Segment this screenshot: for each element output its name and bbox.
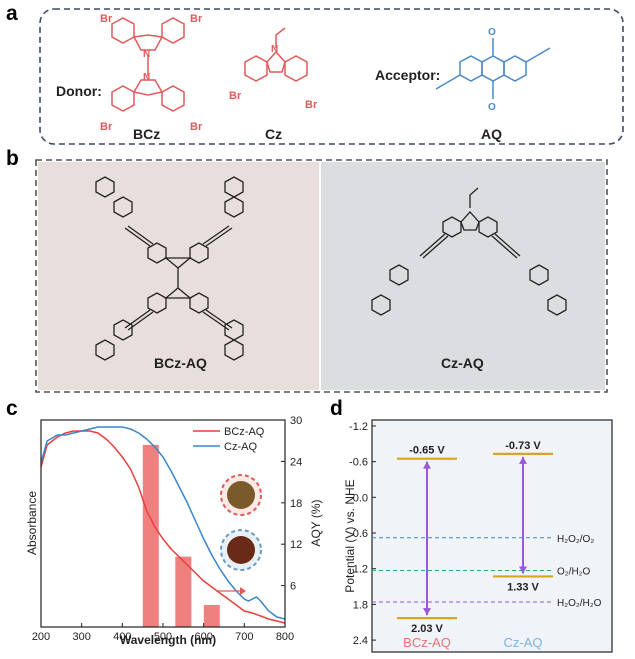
panel-c-chart: 200 300 400 500 600 700 800 6 12 18 24 30 BCz-AQ C…: [25, 415, 323, 647]
panel-c-ylabel-right: AQY (%): [309, 499, 323, 546]
bandgap-arrowhead-top-1: [519, 456, 527, 464]
x-tick-label-800: 800: [276, 631, 294, 643]
bcz-aq-absorbance-line: [40, 430, 286, 624]
cz-aq-powder-photo: [227, 536, 255, 564]
bcz-br-1: Br: [100, 13, 113, 25]
x-tick-label-600: 600: [194, 631, 212, 643]
bandgap-arrowhead-top-0: [423, 461, 431, 469]
x-axis-ticks: 200 300 400 500 600 700 800: [32, 623, 294, 643]
cz-name: Cz: [265, 126, 282, 142]
legend-cz-aq-label: Cz-AQ: [224, 441, 257, 453]
x-tick-label-700: 700: [235, 631, 253, 643]
bcz-molecule: [111, 17, 185, 112]
bcz-name: BCz: [133, 126, 160, 142]
bcz-br-3: Br: [100, 121, 113, 133]
potential-tick-label: 0.0: [353, 492, 368, 504]
aqy-indicator-arrowhead: [240, 587, 246, 595]
right-y-tick-label-30: 30: [290, 415, 302, 427]
panel-c-letter: c: [6, 397, 18, 420]
x-tick-label-500: 500: [154, 631, 172, 643]
panel-d-chart: -1.2 -0.6 0.0 0.6 1.2 1.8 2.4 H₂O₂/O₂ O₂/H₂O H₂O…: [343, 419, 613, 653]
category-cz-aq: Cz-AQ: [504, 635, 543, 650]
ref-line-label-2: H₂O₂/H₂O: [557, 598, 602, 609]
aq-o-1: O: [488, 27, 496, 38]
aq-molecule: [435, 38, 551, 99]
band-levels: -0.65 V 2.03 V -0.73 V 1.33 V: [397, 440, 553, 635]
panel-a-letter: a: [6, 2, 18, 25]
right-y-tick-label-12: 12: [290, 539, 302, 551]
potential-tick-label: -0.6: [349, 457, 368, 469]
potential-tick-label: -1.2: [349, 421, 368, 433]
bcz-aq-name: BCz-AQ: [154, 355, 207, 371]
cz-n: N: [271, 44, 278, 55]
bcz-aq-structure: [95, 176, 244, 361]
right-y-axis-ticks: 6 12 18 24 30: [281, 415, 302, 593]
x-tick-label-300: 300: [72, 631, 90, 643]
bcz-aq-powder-photo: [227, 481, 255, 509]
panel-c-xlabel: Wavelength (nm): [120, 633, 216, 647]
right-y-tick-label-6: 6: [290, 581, 296, 593]
vb-label-0: 2.03 V: [411, 623, 443, 635]
aqy-bar-620: [203, 604, 220, 627]
aq-name: AQ: [481, 126, 502, 142]
potential-tick-label: 1.2: [353, 564, 368, 576]
panel-d-ylabel: Potential (V) vs. NHE: [343, 479, 357, 592]
aqy-bar-470: [142, 444, 159, 627]
x-tick-label-400: 400: [113, 631, 131, 643]
panel-b-border: [35, 159, 608, 393]
acceptor-label: Acceptor:: [375, 67, 440, 83]
bcz-n-1: N: [143, 49, 150, 60]
ref-line-label-0: H₂O₂/O₂: [557, 534, 594, 545]
cz-aq-absorbance-line: [40, 426, 286, 620]
cz-aq-background: [321, 162, 605, 390]
cb-label-1: -0.73 V: [505, 440, 541, 452]
category-bcz-aq: BCz-AQ: [403, 635, 451, 650]
potential-tick-label: 1.8: [353, 599, 368, 611]
bcz-n-2: N: [143, 72, 150, 83]
donor-label: Donor:: [56, 83, 102, 99]
bcz-br-4: Br: [190, 121, 203, 133]
potential-axis-ticks: -1.2 -0.6 0.0 0.6 1.2 1.8 2.4: [349, 421, 376, 647]
vb-label-1: 1.33 V: [507, 581, 539, 593]
aq-o-2: O: [488, 102, 496, 113]
cz-br-2: Br: [305, 99, 318, 111]
bcz-br-2: Br: [190, 13, 203, 25]
cb-label-0: -0.65 V: [409, 445, 445, 457]
bandgap-arrowhead-bottom-0: [423, 608, 431, 616]
aqy-bars: [142, 444, 220, 627]
cz-aq-name: Cz-AQ: [441, 355, 484, 371]
panel-d-letter: d: [330, 397, 343, 420]
aqy-bar-550: [175, 556, 192, 627]
panel-a: Donor: Acceptor: Br Br Br Br N N BCz Br …: [39, 8, 624, 145]
potential-tick-label: 2.4: [353, 635, 368, 647]
cz-aq-structure: [371, 187, 567, 316]
panel-b-letter: b: [6, 147, 19, 170]
potential-tick-label: 0.6: [353, 528, 368, 540]
right-y-tick-label-18: 18: [290, 498, 302, 510]
ref-line-label-1: O₂/H₂O: [557, 567, 591, 578]
panel-c-ylabel-left: Absorbance: [25, 491, 39, 555]
cz-molecule: [244, 27, 308, 82]
cz-br-1: Br: [229, 90, 242, 102]
x-tick-label-200: 200: [32, 631, 50, 643]
panel-a-border: [39, 8, 624, 145]
legend-bcz-aq-label: BCz-AQ: [224, 426, 265, 438]
bandgap-arrowhead-bottom-1: [519, 566, 527, 574]
right-y-tick-label-24: 24: [290, 456, 302, 468]
panel-b: BCz-AQ Cz-AQ: [35, 159, 608, 393]
